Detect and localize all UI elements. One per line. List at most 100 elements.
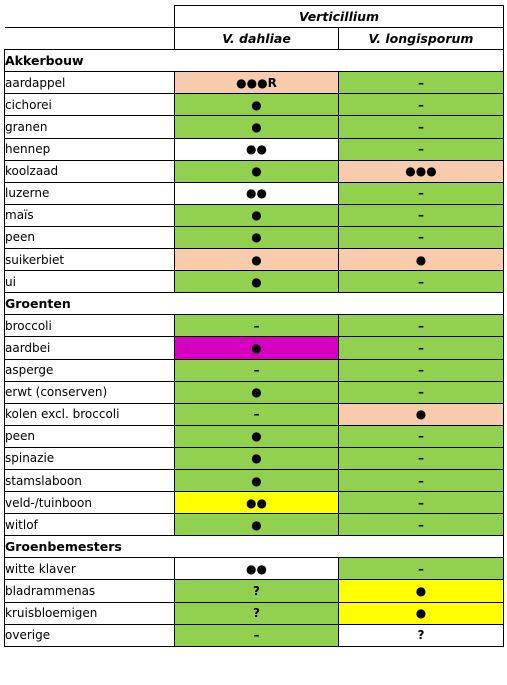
longisporum-value-cell: – (337, 314, 505, 338)
species-header-dahliae: V. dahliae (174, 27, 339, 51)
table-row: luzerne ●● – (4, 181, 505, 205)
dahliae-value-cell: – (174, 623, 339, 647)
longisporum-value-cell: – (337, 358, 505, 382)
dahliae-value-cell: – (174, 402, 339, 426)
table-row: suikerbiet ● ● (4, 248, 505, 272)
table-row: aardappel ●●●R – (4, 71, 505, 95)
crop-name-cell: witte klaver (4, 557, 175, 581)
crop-name-cell: koolzaad (4, 159, 175, 183)
longisporum-value-cell: – (337, 225, 505, 250)
crop-name-cell: maïs (4, 203, 175, 227)
dahliae-value-cell: ● (174, 468, 339, 493)
longisporum-value-cell: – (337, 115, 505, 139)
table-row: cichorei ● – (4, 93, 505, 117)
longisporum-value-cell: – (337, 557, 505, 581)
verticillium-host-table: Verticillium V. dahliae V. longisporum A… (3, 4, 505, 647)
crop-name-cell: veld-/tuinboon (4, 491, 175, 515)
longisporum-value-cell: – (337, 446, 505, 470)
longisporum-value-cell: – (337, 181, 505, 205)
table-row: hennep ●● – (4, 137, 505, 161)
table-row: erwt (conserven) ● – (4, 380, 505, 404)
table-row: granen ● – (4, 115, 505, 139)
crop-name-cell: erwt (conserven) (4, 380, 175, 404)
dahliae-value-cell: ● (174, 270, 339, 294)
longisporum-value-cell: ● (337, 579, 505, 603)
longisporum-value-cell: – (337, 380, 505, 404)
longisporum-value-cell: ● (337, 402, 505, 426)
longisporum-value-cell: – (337, 203, 505, 227)
crop-name-cell: peen (4, 225, 175, 250)
dahliae-value-cell: ●● (174, 181, 339, 205)
dahliae-value-cell: – (174, 358, 339, 382)
crop-name-cell: hennep (4, 137, 175, 161)
crop-name-cell: cichorei (4, 93, 175, 117)
longisporum-value-cell: – (337, 93, 505, 117)
crop-name-cell: asperge (4, 358, 175, 382)
crop-name-cell: bladrammenas (4, 579, 175, 603)
table-row: kolen excl. broccoli – ● (4, 402, 505, 426)
table-row: koolzaad ● ●●● (4, 159, 505, 183)
crop-name-cell: peen (4, 424, 175, 448)
dahliae-value-cell: ● (174, 115, 339, 139)
dahliae-value-cell: – (174, 314, 339, 338)
crop-name-cell: spinazie (4, 446, 175, 470)
section-row: Groenbemesters (3, 535, 505, 559)
dahliae-value-cell: ● (174, 380, 339, 404)
longisporum-value-cell: – (337, 137, 505, 161)
dahliae-value-cell: ●● (174, 491, 339, 515)
crop-name-cell: aardbei (4, 336, 175, 360)
dahliae-value-cell: ● (174, 424, 339, 448)
empty-corner-cell (4, 5, 175, 29)
table-row: spinazie ● – (4, 446, 505, 470)
longisporum-value-cell: ? (337, 623, 505, 647)
longisporum-value-cell: – (337, 270, 505, 294)
longisporum-value-cell: – (337, 468, 505, 493)
table-row: ui ● – (4, 270, 505, 294)
dahliae-value-cell: ● (174, 513, 339, 537)
crop-name-cell: broccoli (4, 314, 175, 338)
longisporum-value-cell: – (337, 71, 505, 95)
longisporum-value-cell: – (337, 336, 505, 360)
crop-name-cell: suikerbiet (4, 248, 175, 272)
crop-name-cell: witlof (4, 513, 175, 537)
table-row: peen ● – (4, 424, 505, 448)
dahliae-value-cell: ●● (174, 137, 339, 161)
table-row: stamslaboon ● – (4, 468, 505, 493)
dahliae-value-cell: ● (174, 446, 339, 470)
table-row: witte klaver ●● – (4, 557, 505, 581)
crop-name-cell: luzerne (4, 181, 175, 205)
dahliae-value-cell: ●● (174, 557, 339, 581)
table-row: broccoli – – (4, 314, 505, 338)
table-row: asperge – – (4, 358, 505, 382)
table-row: kruisbloemigen? ● (4, 601, 505, 625)
genus-header: Verticillium (173, 4, 505, 29)
longisporum-value-cell: ● (337, 248, 505, 272)
section-row: Akkerbouw (3, 49, 505, 73)
table-body: Verticillium V. dahliae V. longisporum A… (3, 4, 505, 647)
table-row: witlof ● – (4, 513, 505, 537)
crop-name-cell: aardappel (4, 71, 175, 95)
crop-name-cell: stamslaboon (4, 468, 175, 493)
crop-name-cell: overige (4, 623, 175, 647)
section-title: Akkerbouw (3, 49, 505, 73)
species-header-longisporum: V. longisporum (337, 27, 505, 51)
dahliae-value-cell: ● (174, 336, 339, 360)
longisporum-value-cell: – (337, 513, 505, 537)
table-row: overige –? (4, 623, 505, 647)
table-row: maïs ● – (4, 203, 505, 227)
document-page: Verticillium V. dahliae V. longisporum A… (3, 4, 505, 647)
longisporum-value-cell: ●●● (337, 159, 505, 183)
table-row: peen ● – (4, 225, 505, 250)
table-row: aardbei ● – (4, 336, 505, 360)
crop-name-cell: granen (4, 115, 175, 139)
section-row: Groenten (3, 292, 505, 316)
longisporum-value-cell: – (337, 491, 505, 515)
crop-name-cell: ui (4, 270, 175, 294)
dahliae-value-cell: ● (174, 225, 339, 250)
longisporum-value-cell: – (337, 424, 505, 448)
header-row-genus: Verticillium (4, 4, 505, 29)
longisporum-value-cell: ● (337, 601, 505, 625)
section-title: Groenten (3, 292, 505, 316)
dahliae-value-cell: ● (174, 93, 339, 117)
table-row: bladrammenas? ● (4, 579, 505, 603)
